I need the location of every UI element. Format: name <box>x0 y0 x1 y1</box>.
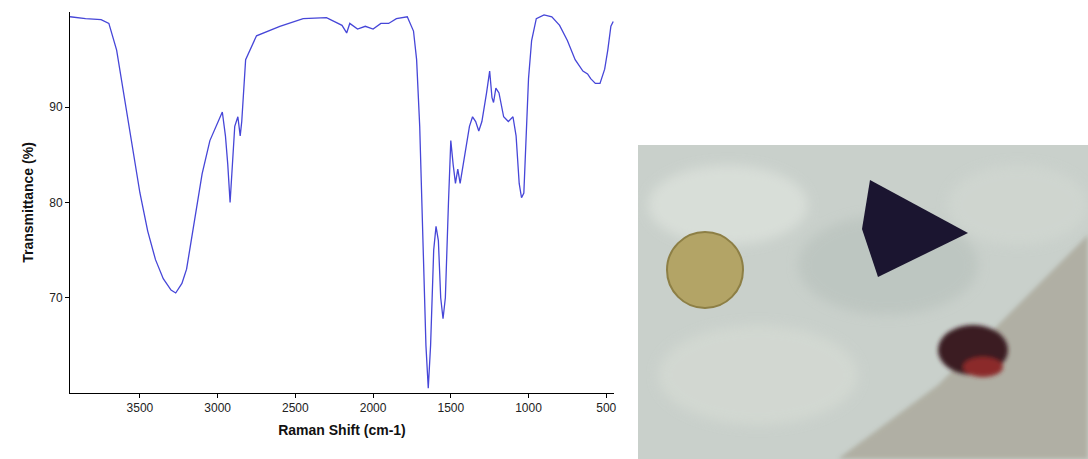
svg-text:2500: 2500 <box>282 401 309 415</box>
svg-text:Transmittance (%): Transmittance (%) <box>20 142 36 263</box>
svg-text:80: 80 <box>49 196 63 210</box>
svg-text:1500: 1500 <box>437 401 464 415</box>
svg-text:3000: 3000 <box>204 401 231 415</box>
svg-text:3500: 3500 <box>127 401 154 415</box>
svg-text:90: 90 <box>49 100 63 114</box>
svg-text:500: 500 <box>596 401 616 415</box>
svg-text:70: 70 <box>49 291 63 305</box>
svg-text:2000: 2000 <box>360 401 387 415</box>
svg-text:Raman Shift (cm-1): Raman Shift (cm-1) <box>278 422 406 438</box>
svg-text:1000: 1000 <box>515 401 542 415</box>
